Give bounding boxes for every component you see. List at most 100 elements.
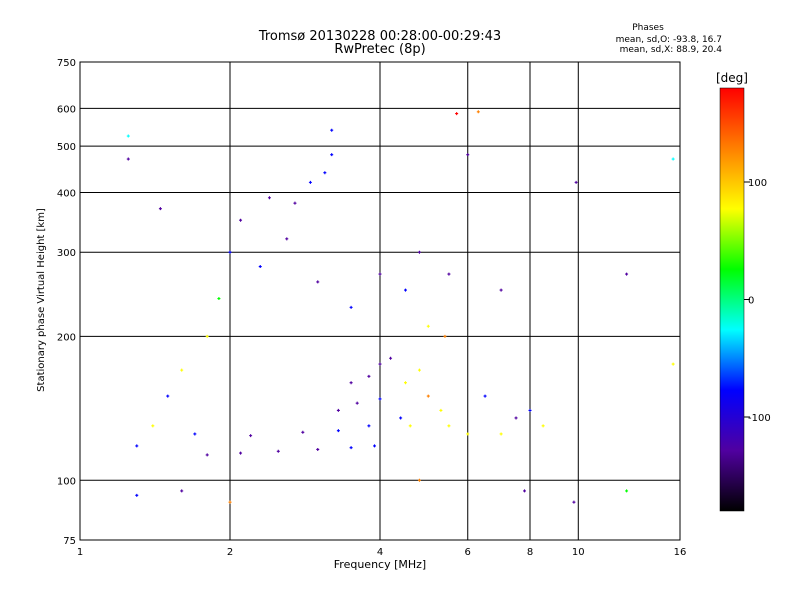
data-point [572,500,576,504]
data-point [228,500,232,504]
y-tick-label: 200 [57,332,76,343]
data-point [135,444,139,448]
data-point [151,424,155,428]
data-point [330,153,334,157]
data-point [403,381,407,385]
data-point [336,429,340,433]
data-point [166,394,170,398]
data-point [443,334,447,338]
data-point [499,432,503,436]
x-tick-label: 6 [465,547,471,558]
data-point [541,424,545,428]
data-point [205,334,209,338]
colorbar-gradient [719,87,745,512]
data-point [447,272,451,276]
data-point [126,157,130,161]
x-tick-label: 4 [377,547,383,558]
data-point [671,157,675,161]
y-tick-label: 600 [57,104,76,115]
chart-subtitle: RwPretec (8p) [334,42,425,57]
data-point [301,430,305,434]
data-point [349,305,353,309]
data-point [258,265,262,269]
data-point [389,356,393,360]
data-point [293,201,297,205]
data-point [671,362,675,366]
x-axis-label: Frequency [MHz] [334,558,426,571]
data-point [426,324,430,328]
y-axis-label: Stationary phase Virtual Height [km] [36,208,47,392]
y-tick-label: 750 [57,58,76,69]
x-tick-label: 1 [77,547,83,558]
data-point [239,451,243,455]
data-point [355,401,359,405]
data-point [126,134,130,138]
data-point [373,444,377,448]
data-point [228,250,232,254]
x-tick-label: 8 [527,547,533,558]
x-tick-label: 16 [674,547,687,558]
data-point [249,434,253,438]
colorbar-tick-label: -100 [748,413,771,424]
data-point [308,180,312,184]
data-point [528,408,532,412]
data-point [316,447,320,451]
data-point [367,374,371,378]
phases-o-mean: mean, sd,O: -93.8, 16.7 [616,35,722,45]
colorbar: [deg] 100 0 -100 [716,71,771,512]
data-point [378,272,382,276]
y-tick-label: 300 [57,248,76,259]
data-point [276,449,280,453]
data-point [316,280,320,284]
data-point [403,288,407,292]
phases-title: Phases [632,23,664,33]
data-point [180,368,184,372]
colorbar-tick-label: 0 [748,296,754,307]
y-tick-label: 75 [63,536,76,547]
data-point [523,489,527,493]
data-point [285,237,289,241]
data-point [466,432,470,436]
grid-lines [80,62,680,540]
data-point [408,424,412,428]
data-point [349,446,353,450]
data-point [426,394,430,398]
y-axis-ticks: 75 100 200 300 400 500 600 750 [57,58,76,547]
data-points [126,110,675,504]
x-tick-label: 2 [227,547,233,558]
data-point [439,408,443,412]
data-point [349,381,353,385]
data-point [466,153,470,157]
data-point [499,288,503,292]
data-point [378,397,382,401]
x-tick-label: 10 [572,547,585,558]
data-point [574,180,578,184]
colorbar-label: [deg] [716,71,748,85]
data-point [625,489,629,493]
x-axis-ticks: 1 2 4 6 8 10 16 [77,547,687,558]
data-point [267,196,271,200]
data-point [447,424,451,428]
y-tick-label: 100 [57,476,76,487]
data-point [417,368,421,372]
data-point [158,207,162,211]
data-point [367,424,371,428]
data-point [180,489,184,493]
data-point [483,394,487,398]
y-tick-label: 500 [57,142,76,153]
data-point [514,416,518,420]
data-point [417,250,421,254]
data-point [330,128,334,132]
data-point [239,218,243,222]
y-tick-label: 400 [57,188,76,199]
data-point [625,272,629,276]
data-point [476,110,480,114]
data-point [455,112,459,116]
chart-title: Tromsø 20130228 00:28:00-00:29:43 [258,29,501,44]
colorbar-tick-label: 100 [748,178,767,189]
data-point [417,478,421,482]
data-point [378,362,382,366]
plot-area: 1 2 4 6 8 10 16 75 100 200 300 400 500 600 750 [57,58,686,558]
data-point [193,432,197,436]
